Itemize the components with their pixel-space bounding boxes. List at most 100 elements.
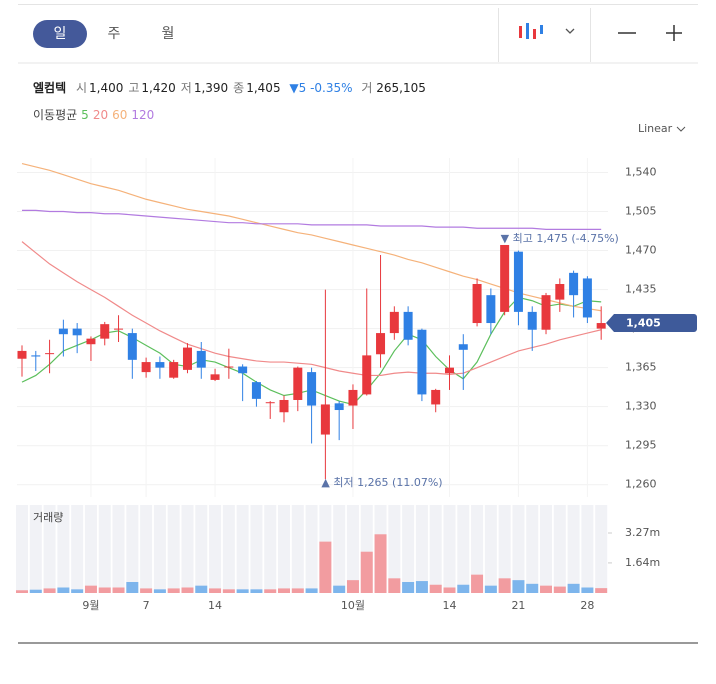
volume-bar: [540, 585, 553, 593]
volume-column-bg: [581, 505, 594, 593]
volume-column-bg: [595, 505, 608, 593]
candle-body: [362, 355, 372, 395]
volume-column-bg: [181, 505, 194, 593]
tab[interactable]: 주: [107, 26, 121, 42]
y-tick-label: 1,330: [625, 400, 657, 413]
candle-body: [307, 372, 317, 406]
volume-column-bg: [388, 505, 401, 593]
volume-bar: [167, 588, 180, 593]
volume-column-bg: [553, 505, 566, 593]
candle-body: [86, 338, 96, 345]
quote-value: 1,405: [246, 81, 281, 95]
volume-bar: [57, 587, 70, 593]
volume-column-bg: [250, 505, 263, 593]
x-tick-label: 10월: [341, 599, 365, 612]
volume-column-bg: [305, 505, 318, 593]
volume-bar: [498, 578, 511, 593]
legend-entry: 20: [92, 108, 109, 122]
volume-column-bg: [415, 505, 428, 593]
quote-value: 265,105: [376, 81, 426, 95]
volume-column-bg: [84, 505, 97, 593]
volume-bar: [415, 581, 428, 593]
scale-label: Linear: [638, 122, 673, 135]
volume-bar: [374, 534, 387, 593]
volume-bar: [112, 587, 125, 593]
quote-key: 고: [128, 81, 140, 95]
volume-bar: [98, 587, 111, 593]
x-tick-label: 7: [143, 599, 150, 612]
x-tick-label: 9월: [82, 599, 99, 612]
top-border: [18, 4, 698, 5]
candle-body: [72, 328, 82, 336]
candle-body: [569, 272, 579, 296]
quote-value: 1,400: [89, 81, 124, 95]
candle-body: [182, 347, 192, 370]
tab[interactable]: 월: [161, 26, 175, 42]
volume-bar: [595, 588, 608, 593]
candle-body: [265, 402, 275, 404]
quote-key: 시: [75, 81, 87, 95]
volume-column-bg: [264, 505, 277, 593]
volume-bar: [209, 588, 222, 593]
candle-body: [389, 311, 399, 334]
y-tick-label: 1,435: [625, 283, 657, 296]
ma-title: 이동평균: [33, 108, 78, 122]
volume-bar: [388, 578, 401, 593]
candle-body: [114, 328, 124, 330]
volume-column-bg: [346, 505, 359, 593]
volume-bar: [71, 589, 84, 593]
tab[interactable]: 일: [33, 20, 87, 48]
volume-column-bg: [457, 505, 470, 593]
quote-key: 거: [361, 81, 373, 95]
volume-bar: [471, 574, 484, 593]
volume-column-bg: [333, 505, 346, 593]
volume-bar: [512, 580, 525, 593]
x-tick-label: 21: [511, 599, 525, 612]
volume-bar: [291, 588, 304, 593]
volume-bar: [402, 581, 415, 593]
volume-bar: [305, 588, 318, 593]
candle-body: [251, 382, 261, 399]
ma-legend: 이동평균 5 20 60 120: [33, 106, 154, 123]
volume-bar: [319, 541, 332, 593]
quote: 시 1,400 고 1,420 저 1,390 종 1,405: [76, 81, 286, 95]
volume-column-bg: [98, 505, 111, 593]
price-tag-label: 1,405: [626, 317, 661, 330]
volume-column-bg: [153, 505, 166, 593]
volume-bar: [457, 584, 470, 593]
candle-body: [500, 244, 510, 312]
volume-column-bg: [222, 505, 235, 593]
scale-chevron[interactable]: [676, 126, 686, 132]
volume-column-bg: [429, 505, 442, 593]
volume-bar: [278, 588, 291, 593]
quote-value: 1,420: [141, 81, 176, 95]
candle-body: [279, 399, 289, 413]
volume-bar: [443, 587, 456, 593]
volume-bar: [29, 589, 42, 593]
candle-body: [45, 353, 55, 355]
change: ▼5 -0.35%: [289, 81, 353, 95]
volume-bar: [195, 585, 208, 593]
candle-body: [196, 350, 206, 368]
volume-column-bg: [112, 505, 125, 593]
candle-body: [141, 362, 151, 373]
candle-body: [513, 251, 523, 312]
candle-body: [403, 311, 413, 340]
x-tick-label: 28: [580, 599, 594, 612]
candle-body: [293, 367, 303, 400]
candle-body: [444, 367, 454, 374]
volume-bar: [84, 585, 97, 593]
volume-tick-label: 3.27m: [625, 526, 660, 539]
volume-column-bg: [167, 505, 180, 593]
candle-body: [224, 366, 234, 368]
volume-bar: [567, 583, 580, 593]
candle-body: [17, 350, 27, 359]
volume-bar: [526, 583, 539, 593]
volume-column-bg: [402, 505, 415, 593]
legend-entry: 5: [81, 108, 89, 122]
candle-body: [210, 374, 220, 380]
divider: [590, 8, 591, 62]
x-tick-label: 14: [442, 599, 456, 612]
